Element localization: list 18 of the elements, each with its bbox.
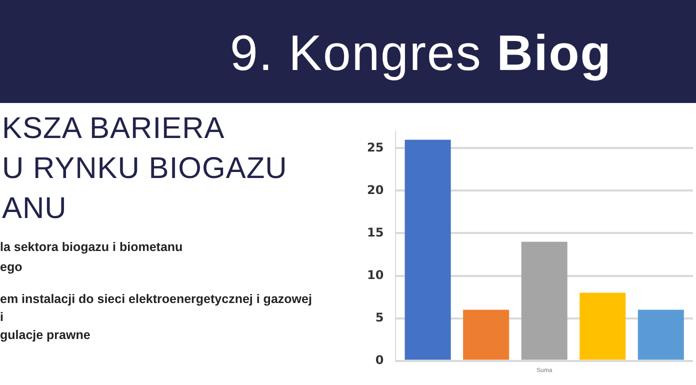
bar [521,242,568,360]
text: i [0,310,4,324]
y-tick-label: 15 [366,225,384,240]
y-tick-label: 20 [366,182,384,197]
text: KSZA BARIERA U RYNKU BIOGAZU ANU [2,112,288,226]
text: gulacje prawne [0,328,90,342]
y-tick-label: 5 [375,310,384,324]
bar [638,310,684,360]
bar [463,310,510,360]
text: ego [0,260,22,274]
y-tick-label: 0 [375,352,384,367]
text: em instalacji do sieci elektroenergetycznej i gazowej [0,292,312,306]
bar [404,140,451,360]
y-tick-label: 25 [366,140,384,154]
y-tick-label: 10 [366,268,384,282]
chart-title: 9. Kongres Biog [230,25,612,81]
bar [580,292,626,360]
text: la sektora biogazu i biometanu [0,240,183,254]
